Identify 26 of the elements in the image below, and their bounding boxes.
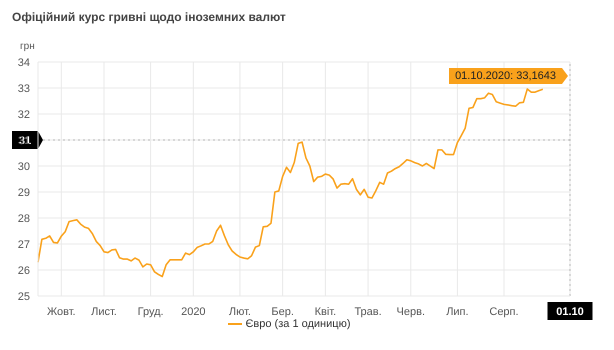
y-tick-label: 26 [18, 264, 30, 277]
annotation: 01.10.2020: 33,1643 [449, 68, 562, 84]
y-axis-title: грн [20, 41, 35, 52]
y-tick-label: 30 [18, 160, 30, 173]
y-tick-label: 28 [18, 212, 30, 225]
x-tick-label: Трав. [354, 306, 382, 318]
x-tick-label: Бер. [271, 306, 294, 318]
y-tick-label: 34 [18, 56, 30, 69]
y-tick-label: 27 [18, 238, 30, 251]
y-tick-label: 29 [18, 186, 30, 199]
x-tick-label: Черв. [396, 306, 426, 318]
x-tick-label: Лип. [446, 306, 469, 318]
x-tick-label: Груд. [138, 306, 164, 318]
y-tick-label: 25 [18, 290, 30, 303]
y-tick-label: 32 [18, 108, 30, 121]
y-tick-label: 33 [18, 82, 30, 95]
line-series [37, 88, 544, 278]
x-tick-label: Лист. [91, 306, 117, 318]
x-tick-label: 2020 [181, 306, 206, 318]
x-tick-label: Квіт. [314, 306, 336, 318]
chart-title: Офіційний курс гривні щодо іноземних валют [12, 10, 286, 24]
x-tick-label: Жовт. [46, 306, 76, 318]
legend-label: Євро (за 1 одиницю) [246, 318, 350, 330]
x-tick-label: 01.10 [556, 306, 584, 318]
x-tick-label: Серп. [489, 306, 519, 318]
x-tick-label: Лют. [228, 306, 251, 318]
